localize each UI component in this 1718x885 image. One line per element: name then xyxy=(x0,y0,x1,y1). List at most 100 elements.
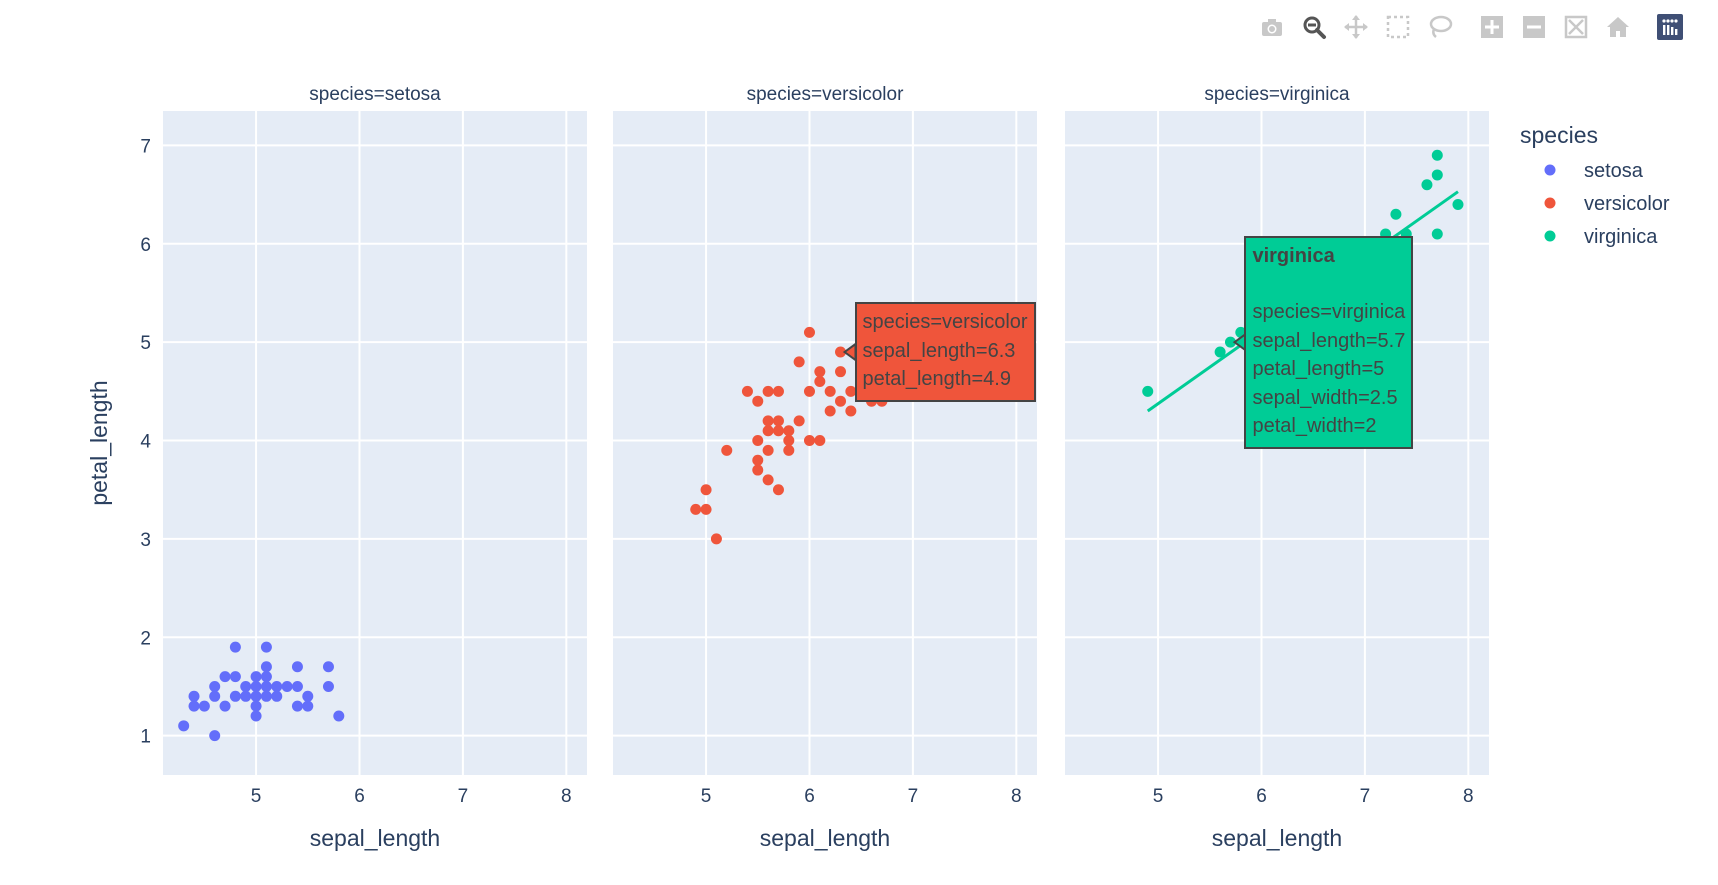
facet-panel-2[interactable]: 5 6 7 8 species=virginica sepal_length xyxy=(1065,84,1489,851)
data-point[interactable] xyxy=(250,680,262,692)
data-point[interactable] xyxy=(772,484,784,496)
data-point[interactable] xyxy=(793,415,805,427)
pan-button[interactable] xyxy=(1339,10,1373,44)
data-point[interactable] xyxy=(700,484,712,496)
data-point[interactable] xyxy=(229,671,241,683)
data-point[interactable] xyxy=(752,454,764,466)
data-point[interactable] xyxy=(772,385,784,397)
data-point[interactable] xyxy=(209,730,221,742)
data-point[interactable] xyxy=(1390,208,1402,220)
data-point[interactable] xyxy=(824,405,836,417)
data-point[interactable] xyxy=(814,435,826,447)
data-point[interactable] xyxy=(772,425,784,437)
data-point[interactable] xyxy=(762,474,774,486)
data-point[interactable] xyxy=(1431,228,1443,240)
data-point[interactable] xyxy=(333,710,345,722)
legend-item-versicolor[interactable]: versicolor xyxy=(1544,193,1670,215)
data-point[interactable] xyxy=(1452,198,1464,210)
data-point[interactable] xyxy=(835,366,847,378)
data-point[interactable] xyxy=(260,690,272,702)
data-point[interactable] xyxy=(322,661,334,673)
data-point[interactable] xyxy=(291,680,303,692)
reset-axes-button[interactable] xyxy=(1601,10,1635,44)
zoom-out-button[interactable] xyxy=(1517,10,1551,44)
data-point[interactable] xyxy=(198,700,210,712)
data-point[interactable] xyxy=(845,385,857,397)
data-point[interactable] xyxy=(250,690,262,702)
data-point[interactable] xyxy=(752,464,764,476)
data-point[interactable] xyxy=(1431,149,1443,161)
data-point[interactable] xyxy=(814,376,826,388)
data-point[interactable] xyxy=(291,661,303,673)
data-point[interactable] xyxy=(814,366,826,378)
facet-panel-0[interactable]: 5 6 7 8 1 2 3 4 5 6 7 species=setosa sepal_length xyxy=(140,84,587,851)
data-point[interactable] xyxy=(302,690,314,702)
data-point[interactable] xyxy=(229,690,241,702)
data-point[interactable] xyxy=(322,680,334,692)
data-point[interactable] xyxy=(772,415,784,427)
data-point[interactable] xyxy=(803,385,815,397)
data-point[interactable] xyxy=(240,680,252,692)
data-point[interactable] xyxy=(803,326,815,338)
data-point[interactable] xyxy=(700,503,712,515)
legend-item-virginica[interactable]: virginica xyxy=(1544,226,1659,248)
data-point[interactable] xyxy=(209,680,221,692)
camera-button[interactable] xyxy=(1255,10,1289,44)
data-point[interactable] xyxy=(690,503,702,515)
facet-panel-1[interactable]: 5 6 7 8 species=versicolor sepal_length xyxy=(613,84,1037,851)
data-point[interactable] xyxy=(835,346,847,358)
data-point[interactable] xyxy=(1431,169,1443,181)
data-point[interactable] xyxy=(783,425,795,437)
legend-item-setosa[interactable]: setosa xyxy=(1544,160,1644,182)
data-point[interactable] xyxy=(741,385,753,397)
data-point[interactable] xyxy=(260,680,272,692)
data-point[interactable] xyxy=(710,533,722,545)
plot-area[interactable] xyxy=(163,111,587,775)
data-point[interactable] xyxy=(762,444,774,456)
data-point[interactable] xyxy=(260,661,272,673)
autoscale-button[interactable] xyxy=(1559,10,1593,44)
data-point[interactable] xyxy=(1421,179,1433,191)
data-point[interactable] xyxy=(1214,346,1226,358)
data-point[interactable] xyxy=(219,700,231,712)
data-point[interactable] xyxy=(260,671,272,683)
plotly-logo-button[interactable] xyxy=(1653,10,1687,44)
data-point[interactable] xyxy=(250,700,262,712)
plot-area[interactable] xyxy=(613,111,1037,775)
data-point[interactable] xyxy=(752,395,764,407)
data-point[interactable] xyxy=(793,356,805,368)
data-point[interactable] xyxy=(219,671,231,683)
data-point[interactable] xyxy=(783,435,795,447)
data-point[interactable] xyxy=(209,690,221,702)
data-point[interactable] xyxy=(250,710,262,722)
series-setosa[interactable] xyxy=(178,641,345,742)
zoom-in-button[interactable] xyxy=(1475,10,1509,44)
zoom-button[interactable] xyxy=(1297,10,1331,44)
data-point[interactable] xyxy=(762,415,774,427)
data-point[interactable] xyxy=(824,385,836,397)
data-point[interactable] xyxy=(281,680,293,692)
data-point[interactable] xyxy=(752,435,764,447)
data-point[interactable] xyxy=(291,700,303,712)
data-point[interactable] xyxy=(188,700,200,712)
data-point[interactable] xyxy=(178,720,190,732)
lasso-select-button[interactable] xyxy=(1423,10,1457,44)
box-select-button[interactable] xyxy=(1381,10,1415,44)
data-point[interactable] xyxy=(762,425,774,437)
data-point[interactable] xyxy=(845,405,857,417)
data-point[interactable] xyxy=(271,690,283,702)
data-point[interactable] xyxy=(302,700,314,712)
data-point[interactable] xyxy=(803,435,815,447)
data-point[interactable] xyxy=(783,444,795,456)
data-point[interactable] xyxy=(188,690,200,702)
data-point[interactable] xyxy=(721,444,733,456)
data-point[interactable] xyxy=(1224,336,1236,348)
data-point[interactable] xyxy=(250,671,262,683)
data-point[interactable] xyxy=(260,641,272,653)
data-point[interactable] xyxy=(1142,385,1154,397)
data-point[interactable] xyxy=(762,385,774,397)
data-point[interactable] xyxy=(835,395,847,407)
data-point[interactable] xyxy=(229,641,241,653)
data-point[interactable] xyxy=(240,690,252,702)
data-point[interactable] xyxy=(271,680,283,692)
